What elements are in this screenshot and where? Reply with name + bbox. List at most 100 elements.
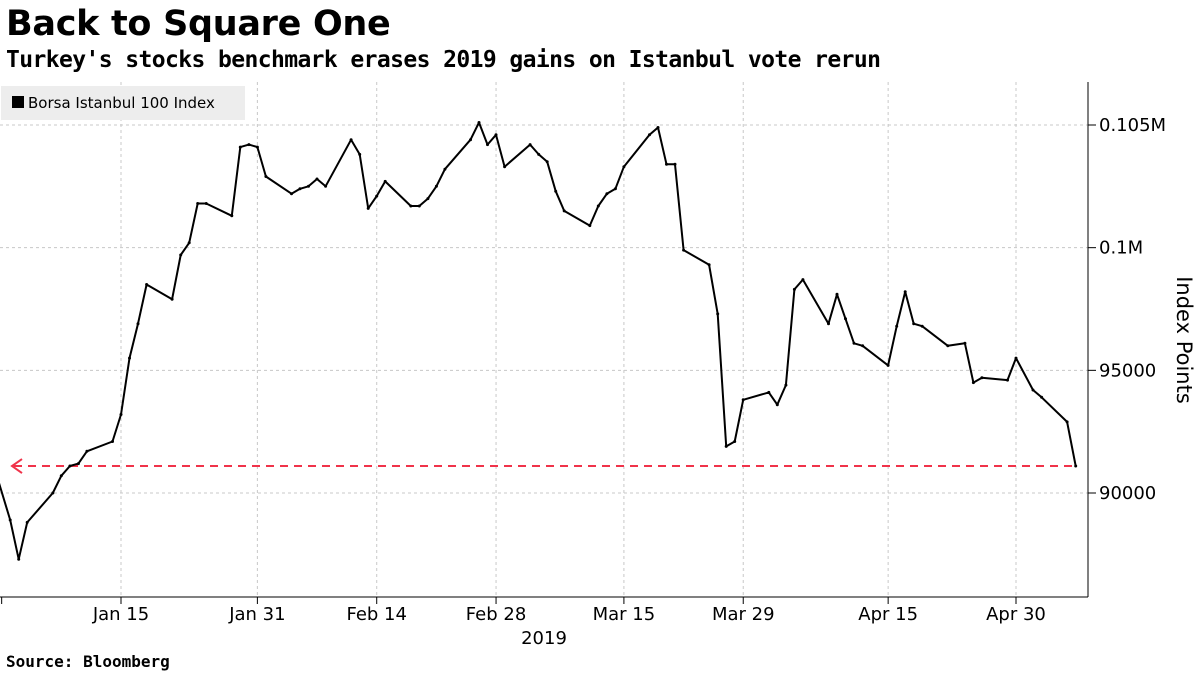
y-axis-ticks: 90000 95000 0.1M 0.105M (1088, 115, 1166, 504)
series-point (946, 344, 950, 348)
series-point (417, 204, 421, 208)
y-tick-label: 0.105M (1099, 115, 1166, 136)
series-point (264, 175, 268, 178)
series-point (648, 133, 651, 137)
series-point (409, 204, 413, 208)
series-point (724, 444, 728, 448)
series-point (298, 187, 302, 191)
series-point (366, 206, 370, 210)
series-point (426, 197, 430, 201)
series-point (111, 440, 114, 443)
series-point (886, 363, 890, 367)
series-point (59, 474, 63, 478)
series-point (85, 449, 89, 453)
series-point (145, 283, 149, 286)
series-point (545, 160, 549, 164)
x-axis-ticks: Jan 15 Jan 31 Feb 14 Feb 28 Mar 15 Mar 29 Apr … (1, 597, 1046, 625)
series-point (963, 341, 967, 345)
series-point (537, 152, 541, 156)
series-point (767, 390, 771, 394)
series-point (656, 126, 660, 129)
series-point (238, 145, 242, 149)
series-point (443, 167, 447, 171)
series-point (775, 403, 779, 407)
series-point (128, 356, 131, 360)
y-tick-label: 90000 (1099, 483, 1156, 504)
series-point (665, 162, 668, 166)
x-tick-label: Mar 15 (593, 604, 656, 625)
series-point (187, 241, 191, 245)
x-tick-label: Jan 31 (228, 604, 285, 625)
series-point (290, 192, 293, 196)
series-points (8, 121, 1078, 561)
series-point (1014, 356, 1018, 360)
legend-label: Borsa Istanbul 100 Index (28, 94, 215, 112)
series-point (204, 202, 208, 205)
series-point (844, 317, 847, 321)
series-point (613, 187, 617, 191)
series-point (383, 179, 387, 183)
legend-swatch (12, 96, 24, 108)
legend: Borsa Istanbul 100 Index (1, 86, 245, 120)
series-point (682, 248, 686, 252)
series-point (562, 209, 566, 213)
series-point (835, 292, 839, 296)
series-point (255, 145, 259, 149)
series-point (119, 413, 123, 416)
series-point (247, 143, 251, 147)
series-point (528, 143, 532, 147)
series-point (1006, 378, 1009, 382)
series-point (912, 322, 916, 326)
series-point (1074, 464, 1078, 468)
source-note: Source: Bloomberg (6, 652, 170, 671)
reference-arrow (10, 458, 23, 474)
series-point (827, 322, 830, 326)
series-point (477, 121, 481, 124)
series-point (596, 204, 600, 208)
series-point (673, 162, 677, 166)
series-point (486, 143, 489, 147)
series-point (51, 491, 55, 495)
legend-box (1, 86, 245, 120)
series-point (230, 214, 234, 218)
series-point (315, 177, 319, 181)
series-point (17, 557, 21, 561)
series-point (852, 341, 856, 345)
chart-title: Back to Square One (6, 4, 391, 44)
series-point (170, 297, 174, 301)
series-point (136, 322, 140, 326)
series-point (716, 312, 720, 316)
series-point (622, 165, 626, 169)
line-chart: Borsa Istanbul 100 Index 90000 95000 0.1M 0… (0, 82, 1196, 649)
series-line-borsa-istanbul-100 (0, 121, 1077, 561)
series-point (25, 520, 29, 524)
series-point (1031, 388, 1035, 392)
series-point (903, 290, 907, 294)
x-year-label: 2019 (521, 628, 567, 649)
series-point (741, 398, 745, 402)
series-point (307, 184, 310, 188)
x-tick-label: Apr 15 (858, 604, 918, 625)
chart-subtitle: Turkey's stocks benchmark erases 2019 ga… (6, 47, 881, 73)
x-tick-label: Feb 14 (346, 604, 407, 625)
y-tick-label: 0.1M (1099, 238, 1143, 259)
series-point (861, 344, 865, 348)
series-point (8, 518, 12, 522)
series-point (434, 184, 438, 188)
series-point (324, 184, 328, 188)
series-point (375, 194, 379, 198)
series-point (196, 202, 200, 205)
series-point (792, 287, 796, 291)
series-point (588, 224, 592, 228)
series-point (971, 381, 975, 385)
series-point (179, 253, 183, 257)
series-point (784, 383, 788, 387)
series-point (494, 133, 498, 137)
series-point (895, 324, 899, 328)
y-axis-label: Index Points (1172, 276, 1196, 404)
series-point (76, 462, 80, 466)
series-point (1065, 420, 1069, 424)
series-point (554, 189, 558, 193)
y-tick-label: 95000 (1099, 360, 1156, 381)
series-point (349, 138, 353, 142)
